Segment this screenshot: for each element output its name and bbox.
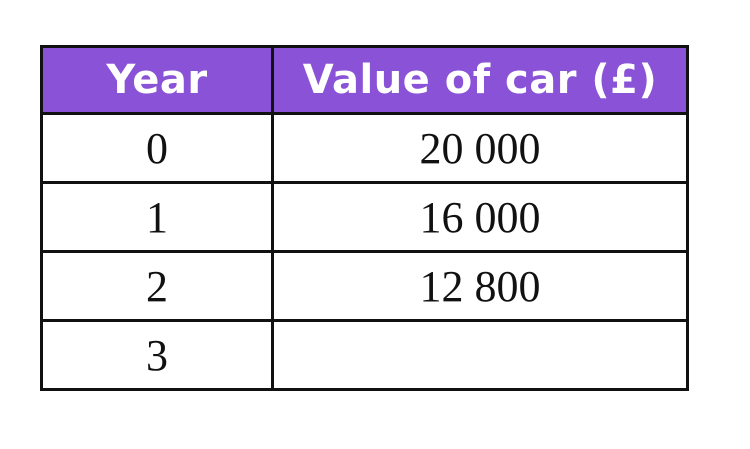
cell-year: 2 (40, 250, 274, 322)
table-row: 0 20 000 (40, 112, 689, 184)
table-row: 2 12 800 (40, 250, 689, 322)
header-value-of-car: Value of car (£) (271, 45, 689, 115)
cell-value: 16 000 (271, 181, 689, 253)
table-row: 1 16 000 (40, 181, 689, 253)
table-header-row: Year Value of car (£) (40, 45, 689, 115)
cell-value-empty (271, 319, 689, 391)
car-value-table: Year Value of car (£) 0 20 000 1 16 000 … (40, 45, 689, 391)
table-row: 3 (40, 319, 689, 391)
header-year: Year (40, 45, 274, 115)
cell-year: 3 (40, 319, 274, 391)
cell-value: 20 000 (271, 112, 689, 184)
cell-year: 1 (40, 181, 274, 253)
cell-year: 0 (40, 112, 274, 184)
cell-value: 12 800 (271, 250, 689, 322)
